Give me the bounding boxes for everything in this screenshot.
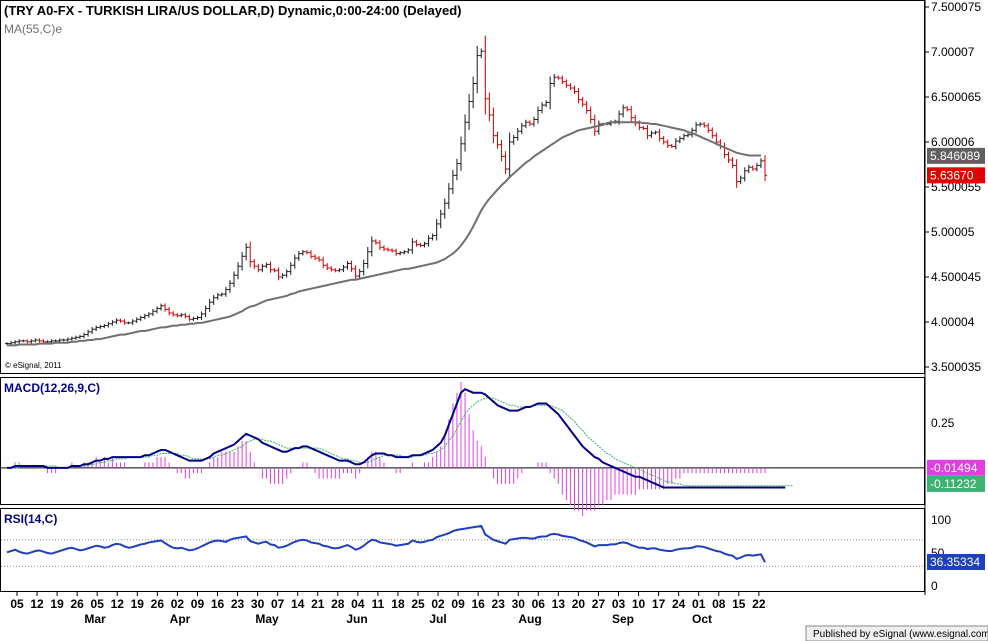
date-tick-label: 24 [672, 597, 686, 611]
macd-tick-label: 0.25 [931, 416, 955, 430]
month-label: Oct [692, 612, 712, 626]
date-tick-label: 11 [372, 597, 385, 611]
date-tick-label: 08 [712, 597, 726, 611]
footer-box [805, 625, 988, 641]
chart-title: (TRY A0-FX - TURKISH LIRA/US DOLLAR,D) D… [4, 3, 461, 18]
macd-panel [0, 377, 925, 505]
date-tick-label: 09 [451, 597, 465, 611]
axis-labels: 7.5000757.000076.5000656.000065.5000555.… [10, 0, 981, 626]
month-label: Jun [346, 612, 367, 626]
rsi-tick-label: 100 [931, 513, 951, 527]
date-tick-label: 18 [391, 597, 405, 611]
date-tick-label: 03 [612, 597, 626, 611]
date-tick-label: 10 [632, 597, 646, 611]
date-tick-label: 22 [752, 597, 766, 611]
date-tick-label: 20 [572, 597, 586, 611]
macd-signal-line [7, 397, 794, 487]
macd-value-tag-bg [927, 475, 985, 492]
value-tags: 5.846089 5.63670 -0.01494 -0.11232 36.35334 [927, 147, 985, 571]
ma55-line [7, 121, 761, 347]
rsi-panel [0, 508, 925, 592]
price-tick-label: 6.00006 [931, 135, 975, 149]
price-series [5, 35, 767, 347]
price-tick-label: 3.500035 [931, 360, 981, 374]
date-tick-label: 30 [512, 597, 526, 611]
rsi-series [1, 524, 924, 567]
date-tick-label: 02 [171, 597, 185, 611]
price-tick-label: 7.500075 [931, 0, 981, 14]
date-tick-label: 12 [111, 597, 125, 611]
month-label: May [255, 612, 279, 626]
macd-title: MACD(12,26,9,C) [4, 381, 100, 395]
date-tick-label: 16 [471, 597, 485, 611]
date-tick-label: 23 [231, 597, 245, 611]
price-tick-label: 7.00007 [931, 45, 975, 59]
date-tick-label: 17 [652, 597, 666, 611]
macd-series [1, 382, 924, 517]
month-label: Apr [170, 612, 191, 626]
month-label: Mar [84, 612, 106, 626]
date-tick-label: 05 [10, 597, 24, 611]
date-tick-label: 19 [131, 597, 145, 611]
month-label: Jul [429, 612, 446, 626]
date-tick-label: 01 [692, 597, 706, 611]
price-tick-label: 4.500045 [931, 270, 981, 284]
macd-hist-value-tag: -0.01494 [930, 461, 978, 475]
ma-value-tag: 5.846089 [930, 149, 980, 163]
macd-line [7, 387, 786, 489]
date-tick-label: 09 [191, 597, 205, 611]
price-panel [0, 0, 925, 374]
price-value-tag: 5.63670 [930, 168, 974, 182]
date-tick-label: 26 [70, 597, 84, 611]
date-tick-label: 16 [211, 597, 225, 611]
date-tick-label: 21 [311, 597, 325, 611]
date-tick-label: 23 [492, 597, 506, 611]
rsi-line [6, 524, 766, 563]
macd-hist-value-tag-bg [927, 459, 985, 476]
date-tick-label: 25 [411, 597, 425, 611]
date-tick-label: 26 [151, 597, 165, 611]
date-tick-label: 04 [351, 597, 365, 611]
date-tick-label: 19 [50, 597, 64, 611]
copyright-text: © eSignal, 2011 [5, 361, 62, 370]
date-tick-label: 14 [291, 597, 305, 611]
date-tick-label: 27 [592, 597, 606, 611]
month-label: Aug [518, 612, 541, 626]
rsi-value-tag: 36.35334 [930, 555, 980, 569]
date-tick-label: 28 [331, 597, 345, 611]
macd-value-tag: -0.11232 [930, 477, 977, 491]
date-tick-label: 13 [552, 597, 566, 611]
price-tick-label: 5.500055 [931, 180, 981, 194]
ma-legend: MA(55,C)e [4, 22, 62, 36]
footer-text: Published by eSignal (www.esignal.com) [813, 629, 988, 640]
date-tick-label: 30 [251, 597, 265, 611]
date-tick-label: 02 [431, 597, 445, 611]
date-tick-label: 05 [91, 597, 105, 611]
rsi-tick-label: 0 [931, 579, 938, 593]
ma-value-tag-bg [927, 147, 985, 164]
rsi-value-tag-bg [927, 554, 985, 571]
price-tick-label: 6.500065 [931, 90, 981, 104]
price-tick-label: 4.00004 [931, 315, 975, 329]
rsi-title: RSI(14,C) [4, 512, 57, 526]
date-tick-label: 06 [532, 597, 546, 611]
date-tick-label: 15 [732, 597, 746, 611]
price-value-tag-bg [927, 167, 985, 184]
month-label: Sep [612, 612, 634, 626]
date-tick-label: 07 [271, 597, 285, 611]
price-tick-label: 5.00005 [931, 225, 975, 239]
date-tick-label: 12 [30, 597, 44, 611]
